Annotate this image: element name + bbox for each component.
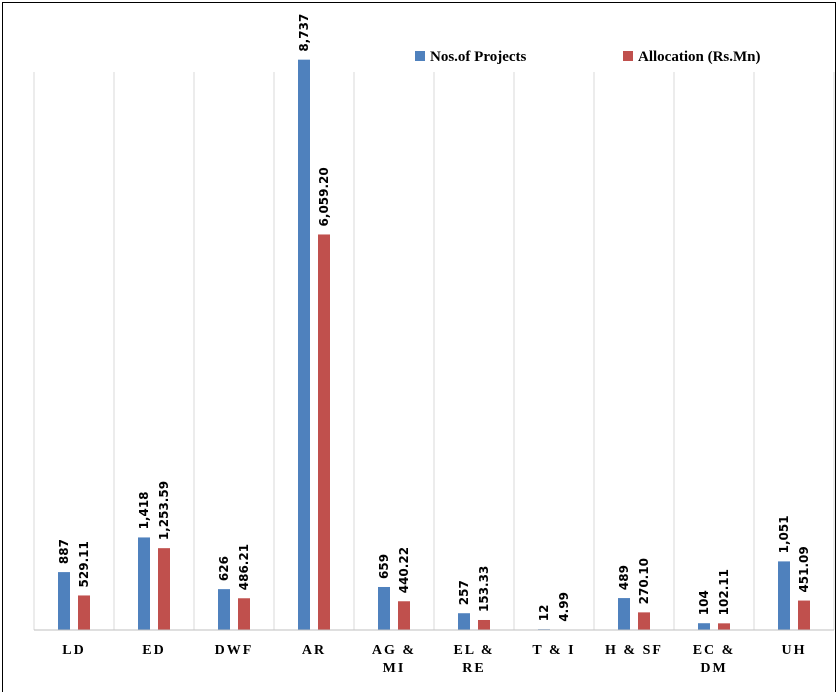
data-label-projects: 12 xyxy=(537,605,551,622)
category-label: DM xyxy=(700,661,727,676)
bar-allocation xyxy=(638,612,650,630)
bar-projects xyxy=(298,60,310,630)
data-label-allocation: 4.99 xyxy=(557,592,571,622)
data-label-allocation: 440.22 xyxy=(397,547,411,593)
bar-allocation xyxy=(318,234,330,630)
category-label: MI xyxy=(383,661,406,676)
bar-allocation xyxy=(478,620,490,630)
category-label: H & SF xyxy=(605,643,663,658)
data-label-projects: 1,051 xyxy=(777,515,791,553)
category-label: DWF xyxy=(215,643,254,658)
data-label-allocation: 1,253.59 xyxy=(157,481,171,540)
data-label-allocation: 529.11 xyxy=(77,541,91,587)
legend-label-allocation: Allocation (Rs.Mn) xyxy=(638,49,761,65)
category-gridlines xyxy=(34,72,834,630)
bar-projects xyxy=(778,561,790,630)
data-label-allocation: 6,059.20 xyxy=(317,167,331,226)
bar-projects xyxy=(458,613,470,630)
bar-allocation xyxy=(798,601,810,630)
bar-projects xyxy=(378,587,390,630)
category-labels-group: LD ED DWF AR AG & MI EL & RE T & I H & SF EC & DM UH xyxy=(62,643,806,676)
category-label: UH xyxy=(782,643,807,658)
data-label-projects: 257 xyxy=(457,580,471,605)
legend-label-projects: Nos.of Projects xyxy=(430,49,527,65)
data-label-allocation: 486.21 xyxy=(237,544,251,590)
bar-allocation xyxy=(78,595,90,630)
data-label-projects: 1,418 xyxy=(137,491,151,529)
data-label-allocation: 270.10 xyxy=(637,558,651,604)
bar-allocation xyxy=(158,548,170,630)
data-label-projects: 887 xyxy=(57,539,71,564)
bar-projects xyxy=(138,537,150,630)
data-label-projects: 626 xyxy=(217,556,231,581)
category-label: LD xyxy=(62,643,85,658)
category-label: EL & xyxy=(453,643,494,658)
bar-allocation xyxy=(398,601,410,630)
data-label-allocation: 451.09 xyxy=(797,546,811,592)
data-label-projects: 104 xyxy=(697,590,711,615)
category-label: RE xyxy=(462,661,485,676)
category-label: T & I xyxy=(532,643,575,658)
category-label: EC & xyxy=(693,643,736,658)
bar-allocation xyxy=(238,598,250,630)
data-label-allocation: 102.11 xyxy=(717,569,731,615)
data-label-projects: 659 xyxy=(377,554,391,579)
legend-swatch-projects xyxy=(415,51,425,61)
data-label-allocation: 153.33 xyxy=(477,566,491,612)
bar-projects xyxy=(698,623,710,630)
bar-projects xyxy=(618,598,630,630)
legend: Nos.of Projects Allocation (Rs.Mn) xyxy=(415,49,761,65)
category-label: AR xyxy=(302,643,326,658)
legend-swatch-allocation xyxy=(623,51,633,61)
category-label: AG & xyxy=(372,643,416,658)
data-label-projects: 8,737 xyxy=(297,14,311,52)
category-label: ED xyxy=(142,643,165,658)
bar-projects xyxy=(58,572,70,630)
bar-projects xyxy=(218,589,230,630)
bar-allocation xyxy=(718,623,730,630)
data-label-projects: 489 xyxy=(617,565,631,590)
